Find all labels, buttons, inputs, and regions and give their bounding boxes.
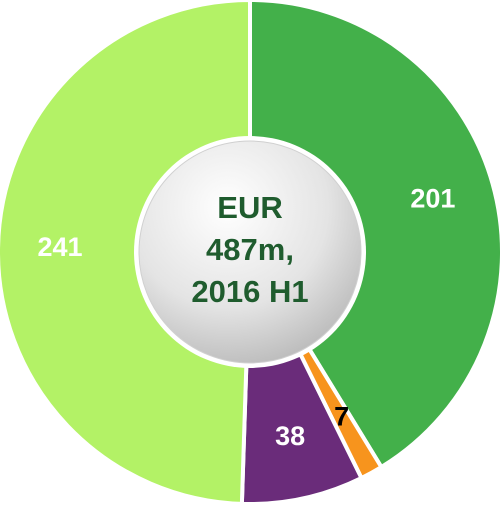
center-line: 2016 H1	[191, 274, 308, 309]
center-text: EUR 487m, 2016 H1	[191, 190, 308, 309]
labels: 201 7 38 241	[37, 184, 455, 451]
slice	[0, 0, 252, 506]
data-label: 7	[334, 402, 349, 432]
hub	[138, 140, 362, 364]
data-label: 38	[275, 421, 305, 451]
data-label: 241	[37, 232, 82, 262]
center-line: 487m,	[206, 232, 294, 267]
center-line: EUR	[217, 190, 282, 225]
data-label: 201	[410, 184, 455, 214]
slice	[248, 0, 501, 470]
